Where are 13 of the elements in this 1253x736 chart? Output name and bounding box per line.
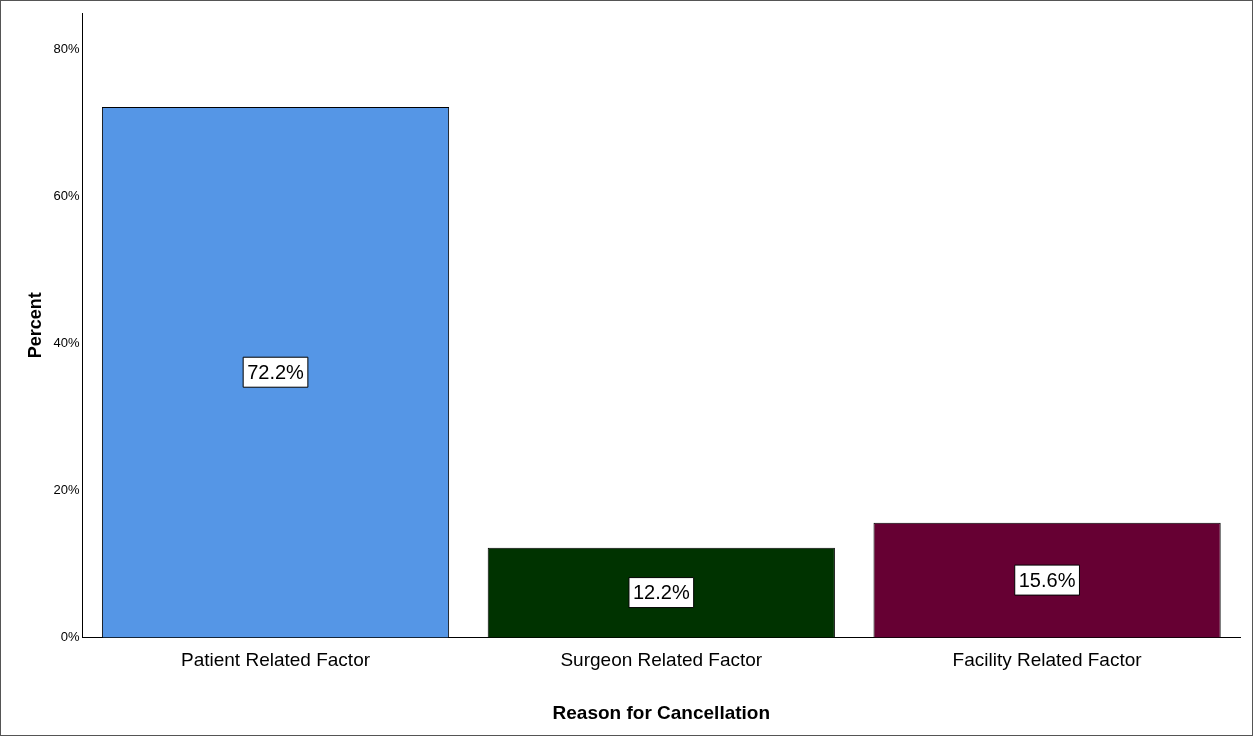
data-label: 72.2%	[247, 360, 305, 383]
data-label: 12.2%	[632, 581, 690, 604]
y-tick-label: 40%	[53, 335, 81, 351]
y-axis-title: Percent	[24, 292, 45, 359]
x-axis-title: Reason for Cancellation	[552, 701, 771, 723]
y-tick-label: 20%	[53, 482, 81, 498]
x-tick-label: Facility Related Factor	[952, 649, 1143, 671]
y-tick-label: 0%	[60, 628, 81, 644]
data-label: 15.6%	[1018, 568, 1076, 591]
x-tick-label: Surgeon Related Factor	[560, 649, 763, 671]
x-tick-label: Patient Related Factor	[180, 649, 371, 671]
y-tick-label: 60%	[53, 188, 81, 204]
y-tick-label: 80%	[53, 41, 81, 57]
